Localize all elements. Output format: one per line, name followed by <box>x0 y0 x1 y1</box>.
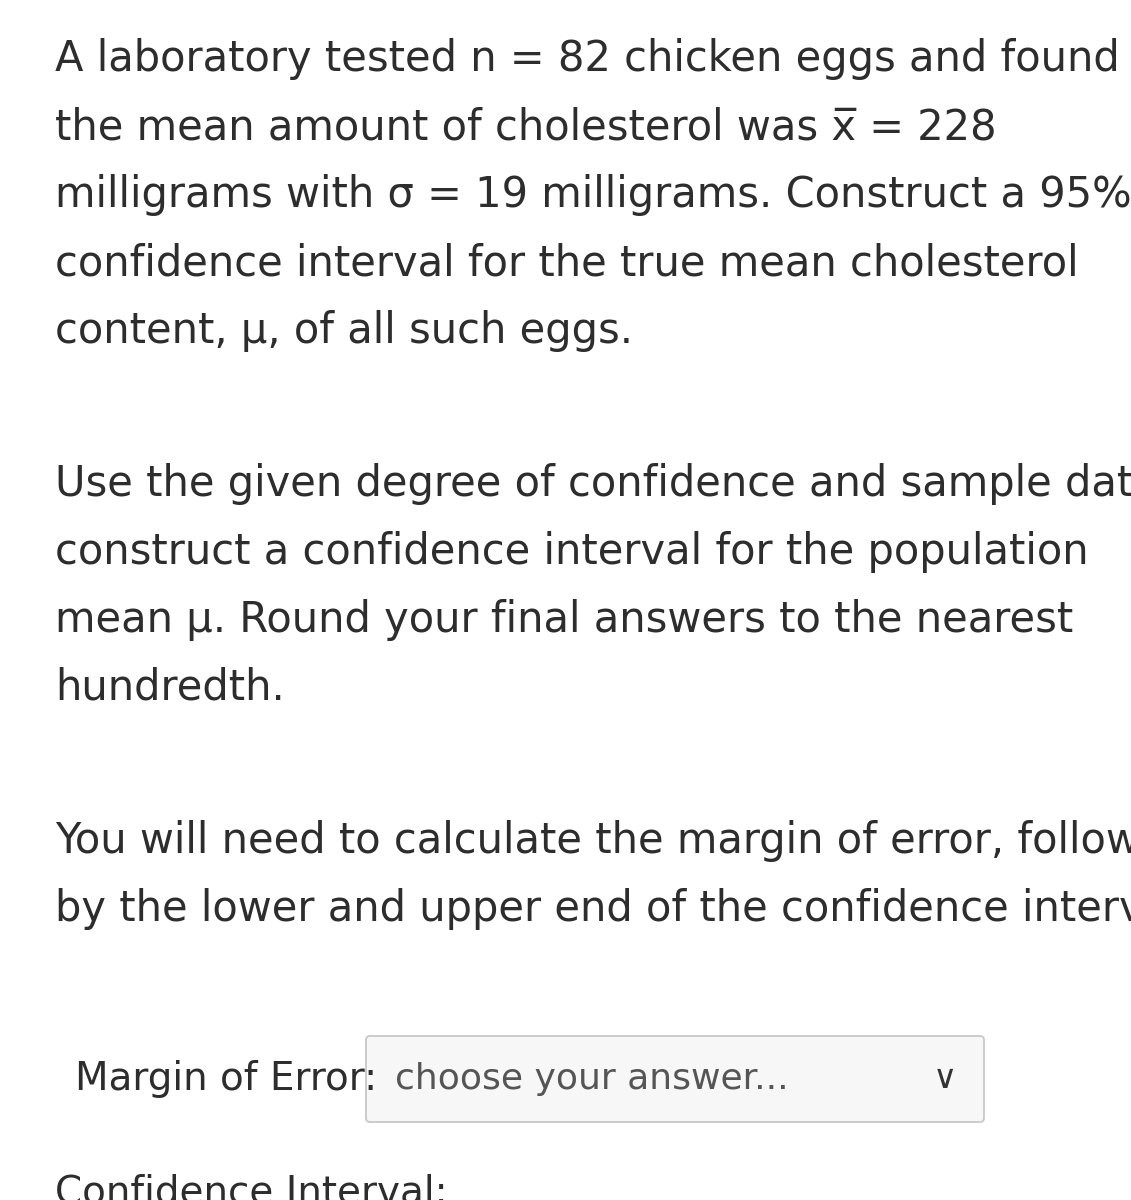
Text: milligrams with σ = 19 milligrams. Construct a 95%: milligrams with σ = 19 milligrams. Const… <box>55 174 1131 216</box>
Text: Use the given degree of confidence and sample data to: Use the given degree of confidence and s… <box>55 463 1131 505</box>
Text: content, μ, of all such eggs.: content, μ, of all such eggs. <box>55 310 633 352</box>
Text: mean μ. Round your final answers to the nearest: mean μ. Round your final answers to the … <box>55 599 1073 641</box>
Text: the mean amount of cholesterol was x̅ = 228: the mean amount of cholesterol was x̅ = … <box>55 106 996 148</box>
Text: You will need to calculate the margin of error, followed: You will need to calculate the margin of… <box>55 820 1131 862</box>
Text: Confidence Interval:: Confidence Interval: <box>55 1174 448 1200</box>
Text: choose your answer...: choose your answer... <box>395 1062 788 1096</box>
Text: construct a confidence interval for the population: construct a confidence interval for the … <box>55 530 1089 572</box>
Text: by the lower and upper end of the confidence interval.: by the lower and upper end of the confid… <box>55 888 1131 930</box>
Text: hundredth.: hundredth. <box>55 667 285 709</box>
FancyBboxPatch shape <box>366 1036 984 1122</box>
Text: Margin of Error:: Margin of Error: <box>75 1060 377 1098</box>
Text: ∨: ∨ <box>933 1062 957 1096</box>
Text: confidence interval for the true mean cholesterol: confidence interval for the true mean ch… <box>55 242 1079 284</box>
Text: A laboratory tested n = 82 chicken eggs and found that: A laboratory tested n = 82 chicken eggs … <box>55 38 1131 80</box>
